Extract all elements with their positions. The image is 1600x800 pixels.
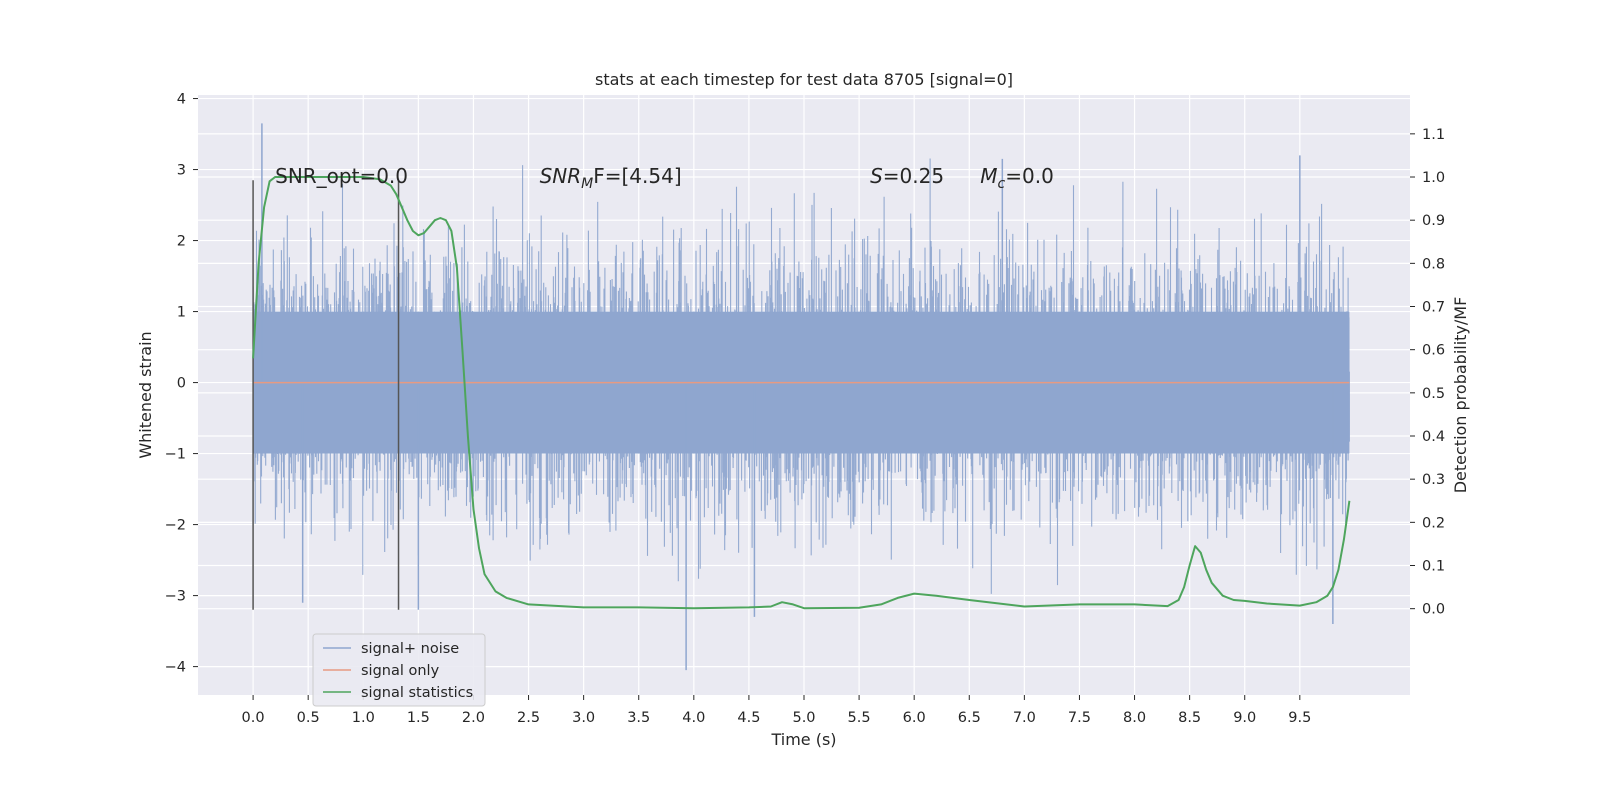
x-tick-label: 8.0 [1123,710,1146,726]
y2-tick-label: 0.6 [1422,343,1445,359]
x-tick-label: 3.5 [627,710,650,726]
legend-label: signal+ noise [361,641,459,657]
y2-tick-label: 0.9 [1422,213,1445,229]
x-tick-label: 1.5 [407,710,430,726]
legend-label: signal only [361,663,440,679]
x-tick-label: 8.5 [1178,710,1201,726]
x-tick-label: 5.5 [848,710,871,726]
y2-tick-label: 1.0 [1422,170,1445,186]
y-tick-label: 3 [177,163,186,179]
y2-tick-label: 1.1 [1422,127,1445,143]
y-tick-label: −1 [165,447,186,463]
x-tick-label: 0.5 [297,710,320,726]
axis-ticks: 0.0 0.5 1.0 1.5 2.0 2.5 3.0 3.5 4.0 4.5 5.0 5.5 6.0 6… [165,92,1445,726]
y2-tick-label: 0.4 [1422,429,1445,445]
legend-label: signal statistics [361,685,473,701]
y2-tick-label: 0.7 [1422,300,1445,316]
x-tick-label: 2.5 [517,710,540,726]
y-tick-label: 0 [177,376,186,392]
x-tick-label: 6.5 [958,710,981,726]
y2-tick-label: 0.5 [1422,386,1445,402]
y-tick-label: 4 [177,92,186,108]
x-tick-label: 7.5 [1068,710,1091,726]
x-tick-label: 1.0 [352,710,375,726]
annotations: SNR_opt=0.0 SNRMF=[4.54] S=0.25 Mc=0.0 [275,164,1054,192]
x-tick-label: 6.0 [903,710,926,726]
x-tick-label: 9.5 [1288,710,1311,726]
annotation-mc: Mc=0.0 [980,164,1054,192]
x-tick-label: 4.5 [737,710,760,726]
annotation-s: S=0.25 [870,164,944,188]
x-tick-label: 5.0 [792,710,815,726]
y2-tick-label: 0.0 [1422,602,1445,618]
x-tick-label: 9.0 [1233,710,1256,726]
y-tick-label: 1 [177,305,186,321]
legend: signal+ noise signal only signal statistic… [312,633,486,707]
x-tick-label: 7.0 [1013,710,1036,726]
y-tick-label: 2 [177,234,186,250]
y2-tick-label: 0.1 [1422,559,1445,575]
y-tick-label: −4 [165,660,186,676]
x-tick-label: 2.0 [462,710,485,726]
signal-statistics-line [252,176,1351,610]
y-tick-label: −3 [165,589,186,605]
x-axis-label: Time (s) [770,730,836,749]
x-tick-label: 4.0 [682,710,705,726]
x-tick-label: 3.0 [572,710,595,726]
annotation-snr_mf: SNRMF=[4.54] [540,164,682,192]
y2-tick-label: 0.8 [1422,256,1445,272]
chart-title: stats at each timestep for test data 870… [595,70,1013,89]
y2-tick-label: 0.2 [1422,515,1445,531]
y-axis-label: Whitened strain [136,331,155,458]
x-tick-label: 0.0 [242,710,265,726]
legend-box [312,633,486,707]
y-tick-label: −2 [165,518,186,534]
signal-statistics-series [252,176,1351,610]
marker-lines [252,180,400,610]
y2-axis-label: Detection probability/MF [1451,297,1470,494]
y2-tick-label: 0.3 [1422,472,1445,488]
annotation-snr_opt: SNR_opt=0.0 [275,164,408,188]
